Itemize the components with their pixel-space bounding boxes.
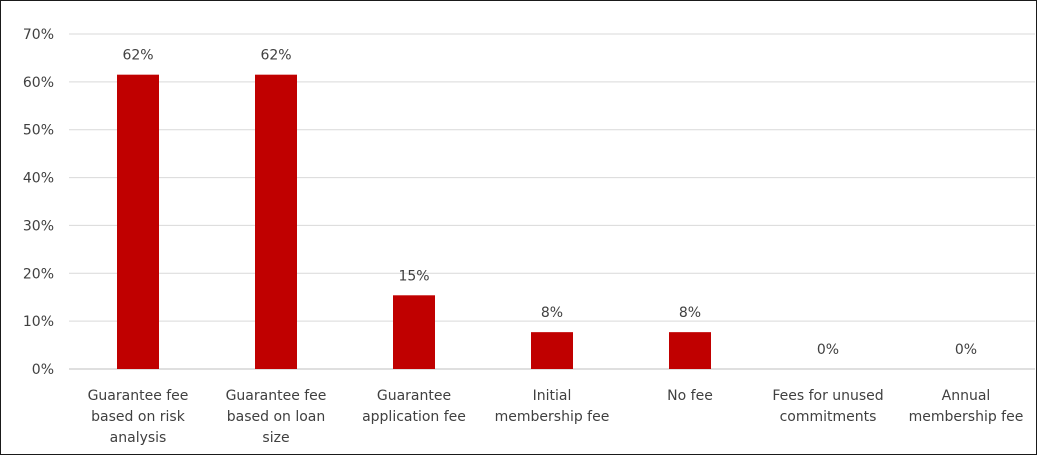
y-tick-label: 60%: [23, 75, 54, 91]
x-category-label-line: Guarantee fee: [88, 388, 189, 404]
x-category-label-line: membership fee: [909, 409, 1024, 425]
x-category-label: No fee: [667, 388, 713, 404]
x-category-label: Initial membership fee: [495, 388, 610, 425]
data-label: 8%: [541, 305, 563, 321]
y-tick-label: 70%: [23, 27, 54, 43]
x-category-label-line: membership fee: [495, 409, 610, 425]
data-label: 15%: [398, 268, 429, 284]
data-label: 0%: [955, 342, 977, 358]
y-tick-label: 0%: [32, 362, 54, 378]
bar: [669, 332, 711, 369]
data-label: 0%: [817, 342, 839, 358]
bar: [117, 74, 159, 369]
x-category-label: Guarantee fee based on risk analysis: [88, 388, 189, 446]
x-category-label-line: Initial: [533, 388, 572, 404]
x-category-label: Fees for unused commitments: [772, 388, 883, 425]
x-category-label-line: size: [262, 430, 289, 446]
x-category-label-line: No fee: [667, 388, 713, 404]
y-tick-label: 30%: [23, 218, 54, 234]
bar: [531, 332, 573, 369]
x-category-label-line: based on risk: [91, 409, 186, 425]
x-category-label-line: Fees for unused: [772, 388, 883, 404]
data-label: 62%: [122, 48, 153, 64]
y-tick-label: 10%: [23, 314, 54, 330]
bar: [393, 295, 435, 369]
x-category-label-line: Guarantee: [377, 388, 451, 404]
data-label: 8%: [679, 305, 701, 321]
x-category-label: Guarantee application fee: [362, 388, 466, 425]
x-category-label-line: application fee: [362, 409, 466, 425]
y-tick-label: 50%: [23, 123, 54, 139]
data-label: 62%: [260, 48, 291, 64]
y-tick-label: 40%: [23, 171, 54, 187]
x-category-label-line: analysis: [110, 430, 167, 446]
x-category-label-line: based on loan: [227, 409, 326, 425]
bar: [255, 74, 297, 369]
x-category-label: Annual membership fee: [909, 388, 1024, 425]
y-tick-label: 20%: [23, 266, 54, 282]
x-category-label-line: commitments: [780, 409, 877, 425]
x-category-label-line: Annual: [942, 388, 991, 404]
x-category-label-line: Guarantee fee: [226, 388, 327, 404]
x-category-label: Guarantee fee based on loan size: [226, 388, 327, 446]
